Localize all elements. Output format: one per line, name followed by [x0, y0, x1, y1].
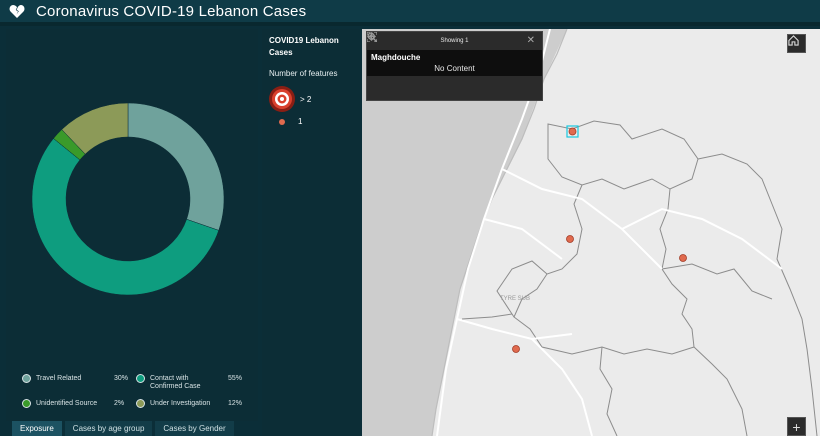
legend-value: 30% — [114, 375, 129, 382]
home-icon — [788, 35, 799, 46]
case-marker[interactable] — [679, 254, 687, 262]
tab-exposure[interactable]: Exposure — [12, 421, 62, 436]
legend-swatch-contact — [136, 374, 145, 383]
legend-label: Travel Related — [36, 375, 82, 382]
case-marker[interactable] — [566, 235, 574, 243]
legend-value: 12% — [228, 400, 243, 407]
map-popup: Showing 1 ✕ Maghdouche No Content — [366, 31, 543, 101]
zoom-in-button[interactable]: + — [787, 417, 806, 436]
legend-swatch-unidentified — [22, 399, 31, 408]
legend-row-large: > 2 — [268, 85, 311, 113]
broken-heart-icon — [8, 2, 26, 20]
popup-header-text: Showing 1 — [440, 38, 469, 44]
chart-panel: Travel Related 30% Contact with Confirme… — [6, 29, 258, 421]
legend-row-small: 1 — [278, 117, 302, 126]
selected-marker-highlight — [566, 125, 579, 138]
title-bar: Coronavirus COVID-19 Lebanon Cases — [0, 0, 820, 22]
chart-tabs: Exposure Cases by age group Cases by Gen… — [12, 421, 237, 436]
legend-large-label: > 2 — [300, 94, 312, 104]
single-point-symbol-icon — [279, 118, 285, 125]
legend-label: Contact with Confirmed Case — [150, 375, 201, 390]
legend-item-investigation[interactable]: Under Investigation 12% — [136, 399, 242, 408]
legend-label: Unidentified Source — [36, 400, 98, 407]
app-title: Coronavirus COVID-19 Lebanon Cases — [36, 2, 307, 20]
popup-header: Showing 1 ✕ — [367, 32, 542, 50]
title-divider — [0, 22, 820, 26]
legend-value: 55% — [228, 375, 243, 382]
full-extent-icon[interactable] — [367, 32, 430, 95]
legend-item-travel[interactable]: Travel Related 30% — [22, 374, 128, 383]
move-icon[interactable] — [367, 32, 390, 95]
popup-title: Maghdouche — [371, 53, 421, 62]
donut-chart — [31, 102, 225, 296]
donut-slice-travel[interactable] — [127, 102, 225, 231]
map-legend-panel: COVID19 Lebanon Cases Number of features… — [262, 29, 360, 436]
close-icon[interactable]: ✕ — [526, 35, 535, 46]
case-marker-maghdouche[interactable] — [568, 127, 577, 136]
tab-cases-by-age-group[interactable]: Cases by age group — [64, 421, 153, 436]
popup-body: Maghdouche No Content — [367, 50, 542, 76]
legend-item-unidentified[interactable]: Unidentified Source 2% — [22, 399, 124, 408]
legend-item-contact[interactable]: Contact with Confirmed Case 55% — [136, 374, 242, 391]
legend-small-label: 1 — [298, 117, 303, 126]
popup-actions — [367, 32, 542, 100]
case-marker[interactable] — [512, 345, 520, 353]
legend-swatch-travel — [22, 374, 31, 383]
map-view[interactable]: TYRE SUB Showing 1 ✕ Maghdouche No Conte… — [362, 29, 820, 436]
map-road-label: TYRE SUB — [500, 296, 530, 302]
large-cluster-symbol-icon — [269, 86, 295, 112]
home-button[interactable] — [787, 34, 806, 53]
donut-slice-investigation[interactable] — [61, 102, 129, 155]
tab-cases-by-gender[interactable]: Cases by Gender — [155, 421, 234, 436]
legend-subtitle: Number of features — [269, 69, 338, 78]
popup-content: No Content — [434, 64, 475, 73]
zoom-to-icon[interactable] — [367, 32, 410, 95]
legend-value: 2% — [114, 400, 125, 407]
legend-label: Under Investigation — [150, 400, 211, 407]
map-canvas: TYRE SUB — [362, 29, 820, 436]
layer-title: COVID19 Lebanon Cases — [269, 36, 339, 57]
donut-slice-contact[interactable] — [31, 138, 220, 296]
legend-swatch-investigation — [136, 399, 145, 408]
